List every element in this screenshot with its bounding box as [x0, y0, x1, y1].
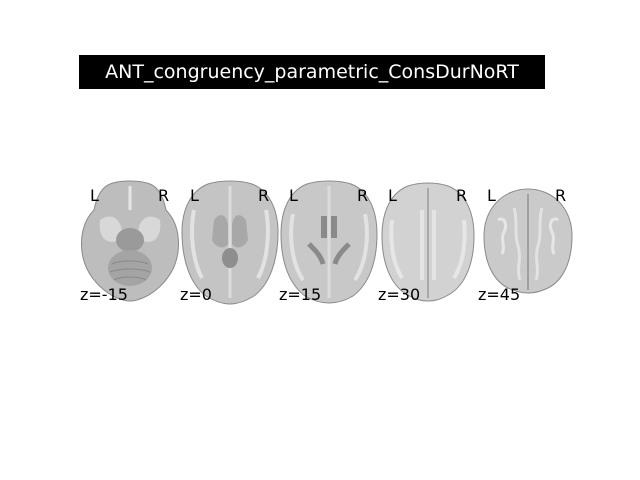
brain-slice-z-45: L R z=45	[478, 180, 578, 305]
z-coordinate-label: z=15	[279, 285, 322, 304]
brain-slice-z-30: L R z=30	[378, 180, 478, 305]
brain-slice-image	[181, 180, 279, 305]
left-orientation-label: L	[487, 186, 496, 205]
z-coordinate-label: z=30	[378, 285, 421, 304]
left-orientation-label: L	[190, 186, 199, 205]
brain-slice-z-minus-15: L R z=-15	[80, 180, 180, 305]
left-orientation-label: L	[90, 186, 99, 205]
z-coordinate-label: z=45	[478, 285, 521, 304]
left-orientation-label: L	[289, 186, 298, 205]
right-orientation-label: R	[258, 186, 270, 205]
z-coordinate-label: z=0	[180, 285, 212, 304]
z-coordinate-label: z=-15	[80, 285, 128, 304]
brain-slice-z-15: L R z=15	[279, 180, 379, 305]
right-orientation-label: R	[456, 186, 468, 205]
brain-slice-image	[381, 182, 475, 302]
figure-title: ANT_congruency_parametric_ConsDurNoRT	[79, 55, 545, 89]
right-orientation-label: R	[555, 186, 567, 205]
brain-slice-z-0: L R z=0	[180, 180, 280, 305]
left-orientation-label: L	[388, 186, 397, 205]
brain-slice-image	[280, 180, 378, 304]
brain-slice-image	[483, 188, 573, 294]
right-orientation-label: R	[357, 186, 369, 205]
right-orientation-label: R	[158, 186, 170, 205]
brain-slice-image	[81, 180, 179, 302]
